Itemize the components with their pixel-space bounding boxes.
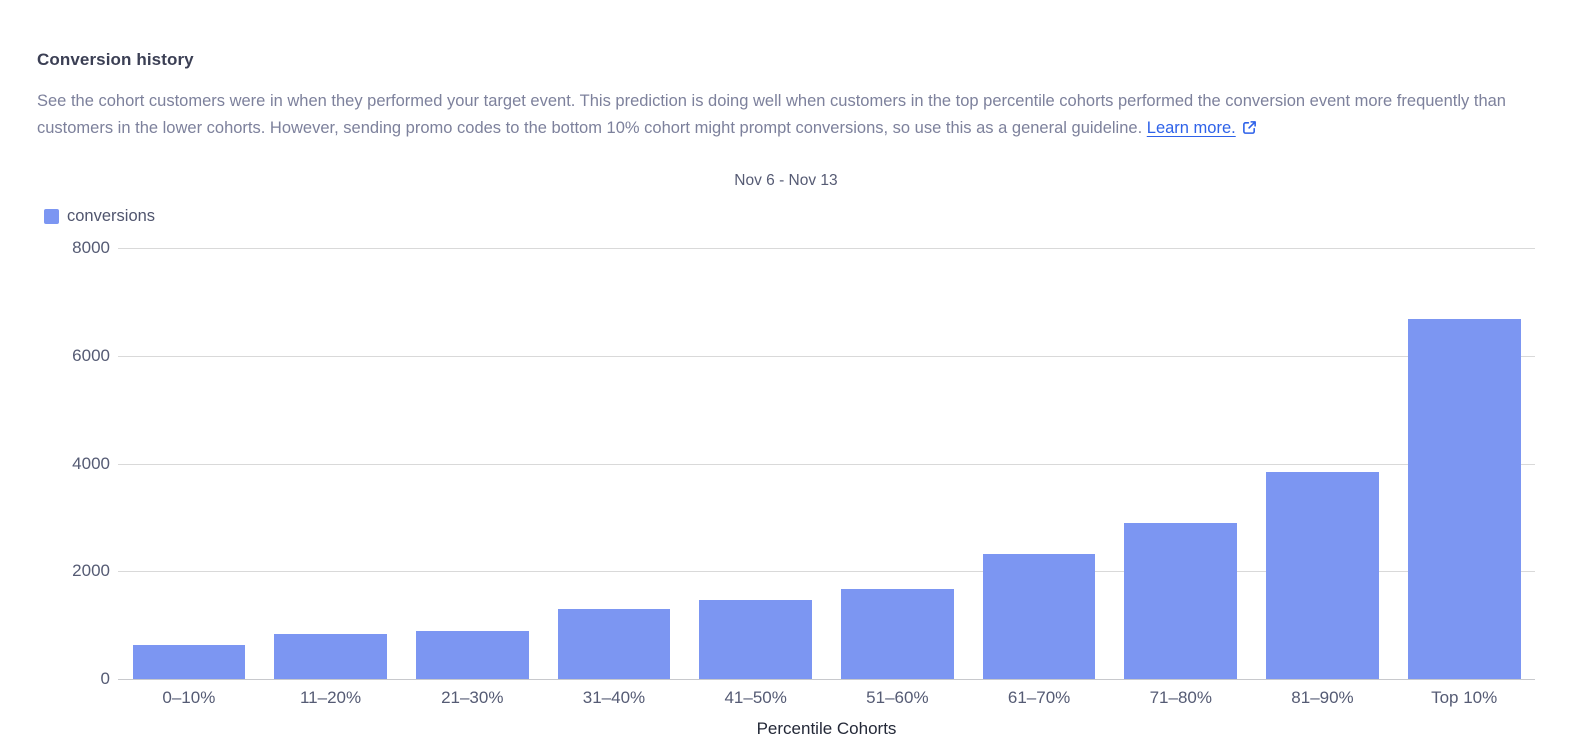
y-tick-label-6000: 6000 <box>72 345 110 365</box>
x-axis-labels: 0–10% 11–20% 21–30% 31–40% 41–50% 51–60% 61–70… <box>118 688 1535 708</box>
gridline-6000 <box>118 355 1535 357</box>
gridline-4000 <box>118 463 1535 465</box>
y-axis: 0 2000 4000 6000 8000 <box>37 238 110 688</box>
page-title: Conversion history <box>37 50 194 69</box>
legend-label-conversions: conversions <box>67 206 156 225</box>
chart-legend[interactable]: conversions <box>37 206 1535 226</box>
plot-column: 0–10% 11–20% 21–30% 31–40% 41–50% 51–60% 61–70… <box>118 248 1535 739</box>
y-tick-label-4000: 4000 <box>72 453 110 473</box>
bar-slot <box>1110 248 1252 679</box>
bar-31–40%[interactable] <box>557 608 671 679</box>
x-tick-label-51–60%: 51–60% <box>866 688 929 707</box>
x-tick-label-11–20%: 11–20% <box>299 688 362 707</box>
x-tick-label-61–70%: 61–70% <box>1007 688 1071 707</box>
gridline-2000 <box>118 571 1535 573</box>
bar-slot <box>1393 248 1535 679</box>
bar-slot <box>401 248 543 679</box>
bar-61–70%[interactable] <box>982 554 1096 679</box>
bar-71–80%[interactable] <box>1124 522 1238 679</box>
learn-more-link[interactable]: Learn more. <box>1146 119 1236 137</box>
y-tick-label-2000: 2000 <box>72 561 110 581</box>
x-tick-label-Top 10%: Top 10% <box>1431 688 1498 707</box>
x-tick-label-41–50%: 41–50% <box>724 688 787 707</box>
bar-41–50%[interactable] <box>699 600 812 679</box>
y-tick-label-8000: 8000 <box>72 238 110 257</box>
bar-0–10%[interactable] <box>132 645 246 679</box>
conversion-history-panel: Conversion history See the cohort custom… <box>0 50 1589 739</box>
external-link-icon <box>1242 117 1257 144</box>
x-tick-label-21–30%: 21–30% <box>441 688 504 707</box>
gridline-0 <box>118 679 1535 680</box>
bar-81–90%[interactable] <box>1266 472 1379 679</box>
x-tick-label-0–10%: 0–10% <box>162 688 216 707</box>
x-axis-title: Percentile Cohorts <box>756 719 897 738</box>
bar-51–60%[interactable] <box>841 588 954 679</box>
gridline-8000 <box>118 248 1535 249</box>
chart-title: Nov 6 - Nov 13 <box>734 172 838 189</box>
bar-slot <box>260 248 402 679</box>
bar-slot <box>685 248 827 679</box>
bar-slot <box>118 248 260 679</box>
bar-slot <box>1252 248 1394 679</box>
legend-swatch-conversions <box>44 208 59 224</box>
bar-slot <box>827 248 969 679</box>
bar-slot <box>543 248 685 679</box>
bar-21–30%[interactable] <box>415 630 529 679</box>
description-body: See the cohort customers were in when th… <box>37 92 1506 137</box>
conversion-history-chart: Nov 6 - Nov 13 conversions 0 2000 4000 6000… <box>37 172 1535 739</box>
bar-11–20%[interactable] <box>274 634 387 679</box>
chart-plot-region: 0 2000 4000 6000 8000 0–10% 11–20% 21–30% 31–40… <box>37 238 1535 739</box>
description-text: See the cohort customers were in when th… <box>37 88 1535 144</box>
bar-slot <box>968 248 1110 679</box>
x-tick-label-71–80%: 71–80% <box>1149 688 1212 707</box>
plot-area <box>118 248 1535 680</box>
x-tick-label-81–90%: 81–90% <box>1291 688 1354 707</box>
bar-Top 10%[interactable] <box>1407 319 1521 679</box>
x-tick-label-31–40%: 31–40% <box>582 688 646 707</box>
y-tick-label-0: 0 <box>100 669 110 688</box>
